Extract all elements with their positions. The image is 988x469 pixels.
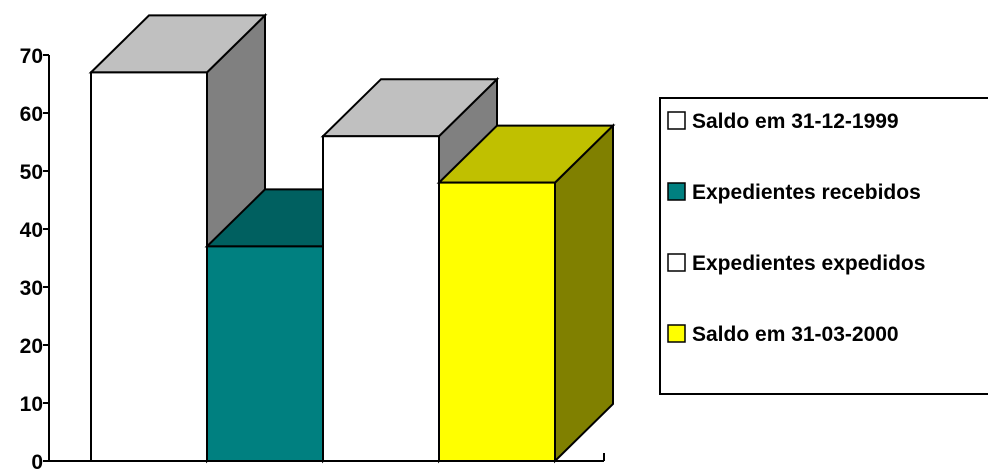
y-tick-label: 70	[20, 45, 43, 68]
legend-swatch	[667, 182, 686, 201]
y-tick-label: 30	[20, 277, 43, 300]
legend-item: Expedientes recebidos	[667, 181, 921, 204]
bar-front-face	[206, 245, 324, 462]
bar-front-face	[438, 181, 556, 462]
legend-swatch	[667, 111, 686, 130]
bars	[88, 13, 616, 464]
legend-label: Expedientes expedidos	[692, 252, 925, 275]
bar-4	[436, 123, 616, 464]
legend-label: Saldo em 31-03-2000	[692, 323, 899, 346]
legend: Saldo em 31-12-1999 Expedientes recebidos…	[659, 97, 988, 395]
bar-side-face	[554, 123, 614, 464]
y-tick-label: 50	[20, 161, 43, 184]
y-tick-label: 40	[20, 219, 43, 242]
bar-front-face	[322, 135, 440, 462]
legend-label: Saldo em 31-12-1999	[692, 110, 899, 133]
legend-item: Saldo em 31-03-2000	[667, 323, 899, 346]
y-tick-label: 20	[20, 335, 43, 358]
legend-swatch	[667, 253, 686, 272]
y-tick-label: 10	[20, 393, 43, 416]
bar-front-face	[90, 71, 208, 463]
y-tick-label: 60	[20, 103, 43, 126]
legend-label: Expedientes recebidos	[692, 181, 921, 204]
legend-swatch	[667, 324, 686, 343]
legend-item: Saldo em 31-12-1999	[667, 110, 899, 133]
legend-box	[659, 97, 988, 395]
y-tick-label: 0	[31, 451, 43, 469]
legend-item: Expedientes expedidos	[667, 252, 925, 275]
